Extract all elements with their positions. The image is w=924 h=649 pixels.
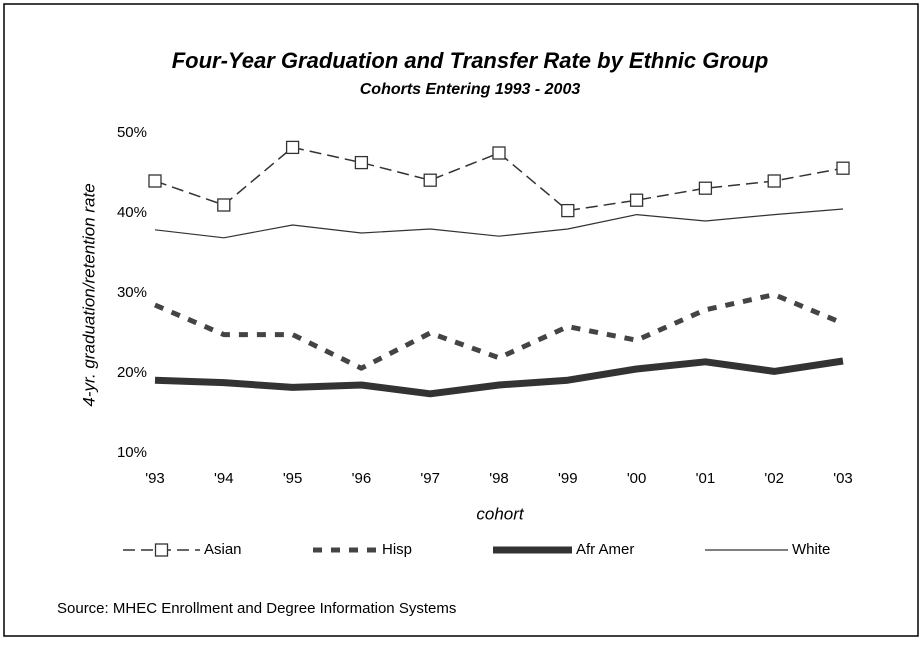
x-tick-label: '93 [145,470,165,487]
legend-label: Asian [204,541,242,558]
marker [767,174,781,188]
marker [285,140,300,155]
x-tick-label: '01 [696,470,716,487]
x-tick-label: '95 [283,470,303,487]
marker [698,181,713,195]
x-tick-label: '03 [833,470,853,487]
marker [423,173,437,187]
legend-label: Hisp [382,541,412,558]
y-tick-label: 10% [117,444,147,461]
x-tick-label: '97 [420,470,440,487]
x-tick-label: '02 [764,470,784,487]
legend-marker [154,543,169,557]
x-axis-label: cohort [476,504,525,523]
x-tick-label: '99 [558,470,578,487]
y-tick-label: 50% [117,124,147,141]
x-tick-label: '96 [352,470,372,487]
marker [492,146,506,160]
line-3 [154,208,844,239]
chart-border [3,3,919,637]
marker [354,155,369,170]
marker [217,198,231,212]
y-tick-label: 20% [117,364,147,381]
line-2 [154,357,844,398]
x-tick-label: '00 [627,470,647,487]
x-tick-label: '94 [214,470,234,487]
legend-label: Afr Amer [576,541,634,558]
chart-subtitle: Cohorts Entering 1993 - 2003 [360,81,581,98]
legend-label: White [792,541,830,558]
marker [836,161,850,175]
marker [561,203,575,218]
source-note: Source: MHEC Enrollment and Degree Infor… [57,600,456,617]
y-axis-label: 4-yr. graduation/retention rate [79,183,98,406]
line-1 [154,292,844,371]
y-tick-label: 40% [117,204,147,221]
chart-title: Four-Year Graduation and Transfer Rate b… [172,48,769,73]
marker [629,193,644,207]
marker [148,174,162,188]
y-tick-label: 30% [117,284,147,301]
x-tick-label: '98 [489,470,509,487]
